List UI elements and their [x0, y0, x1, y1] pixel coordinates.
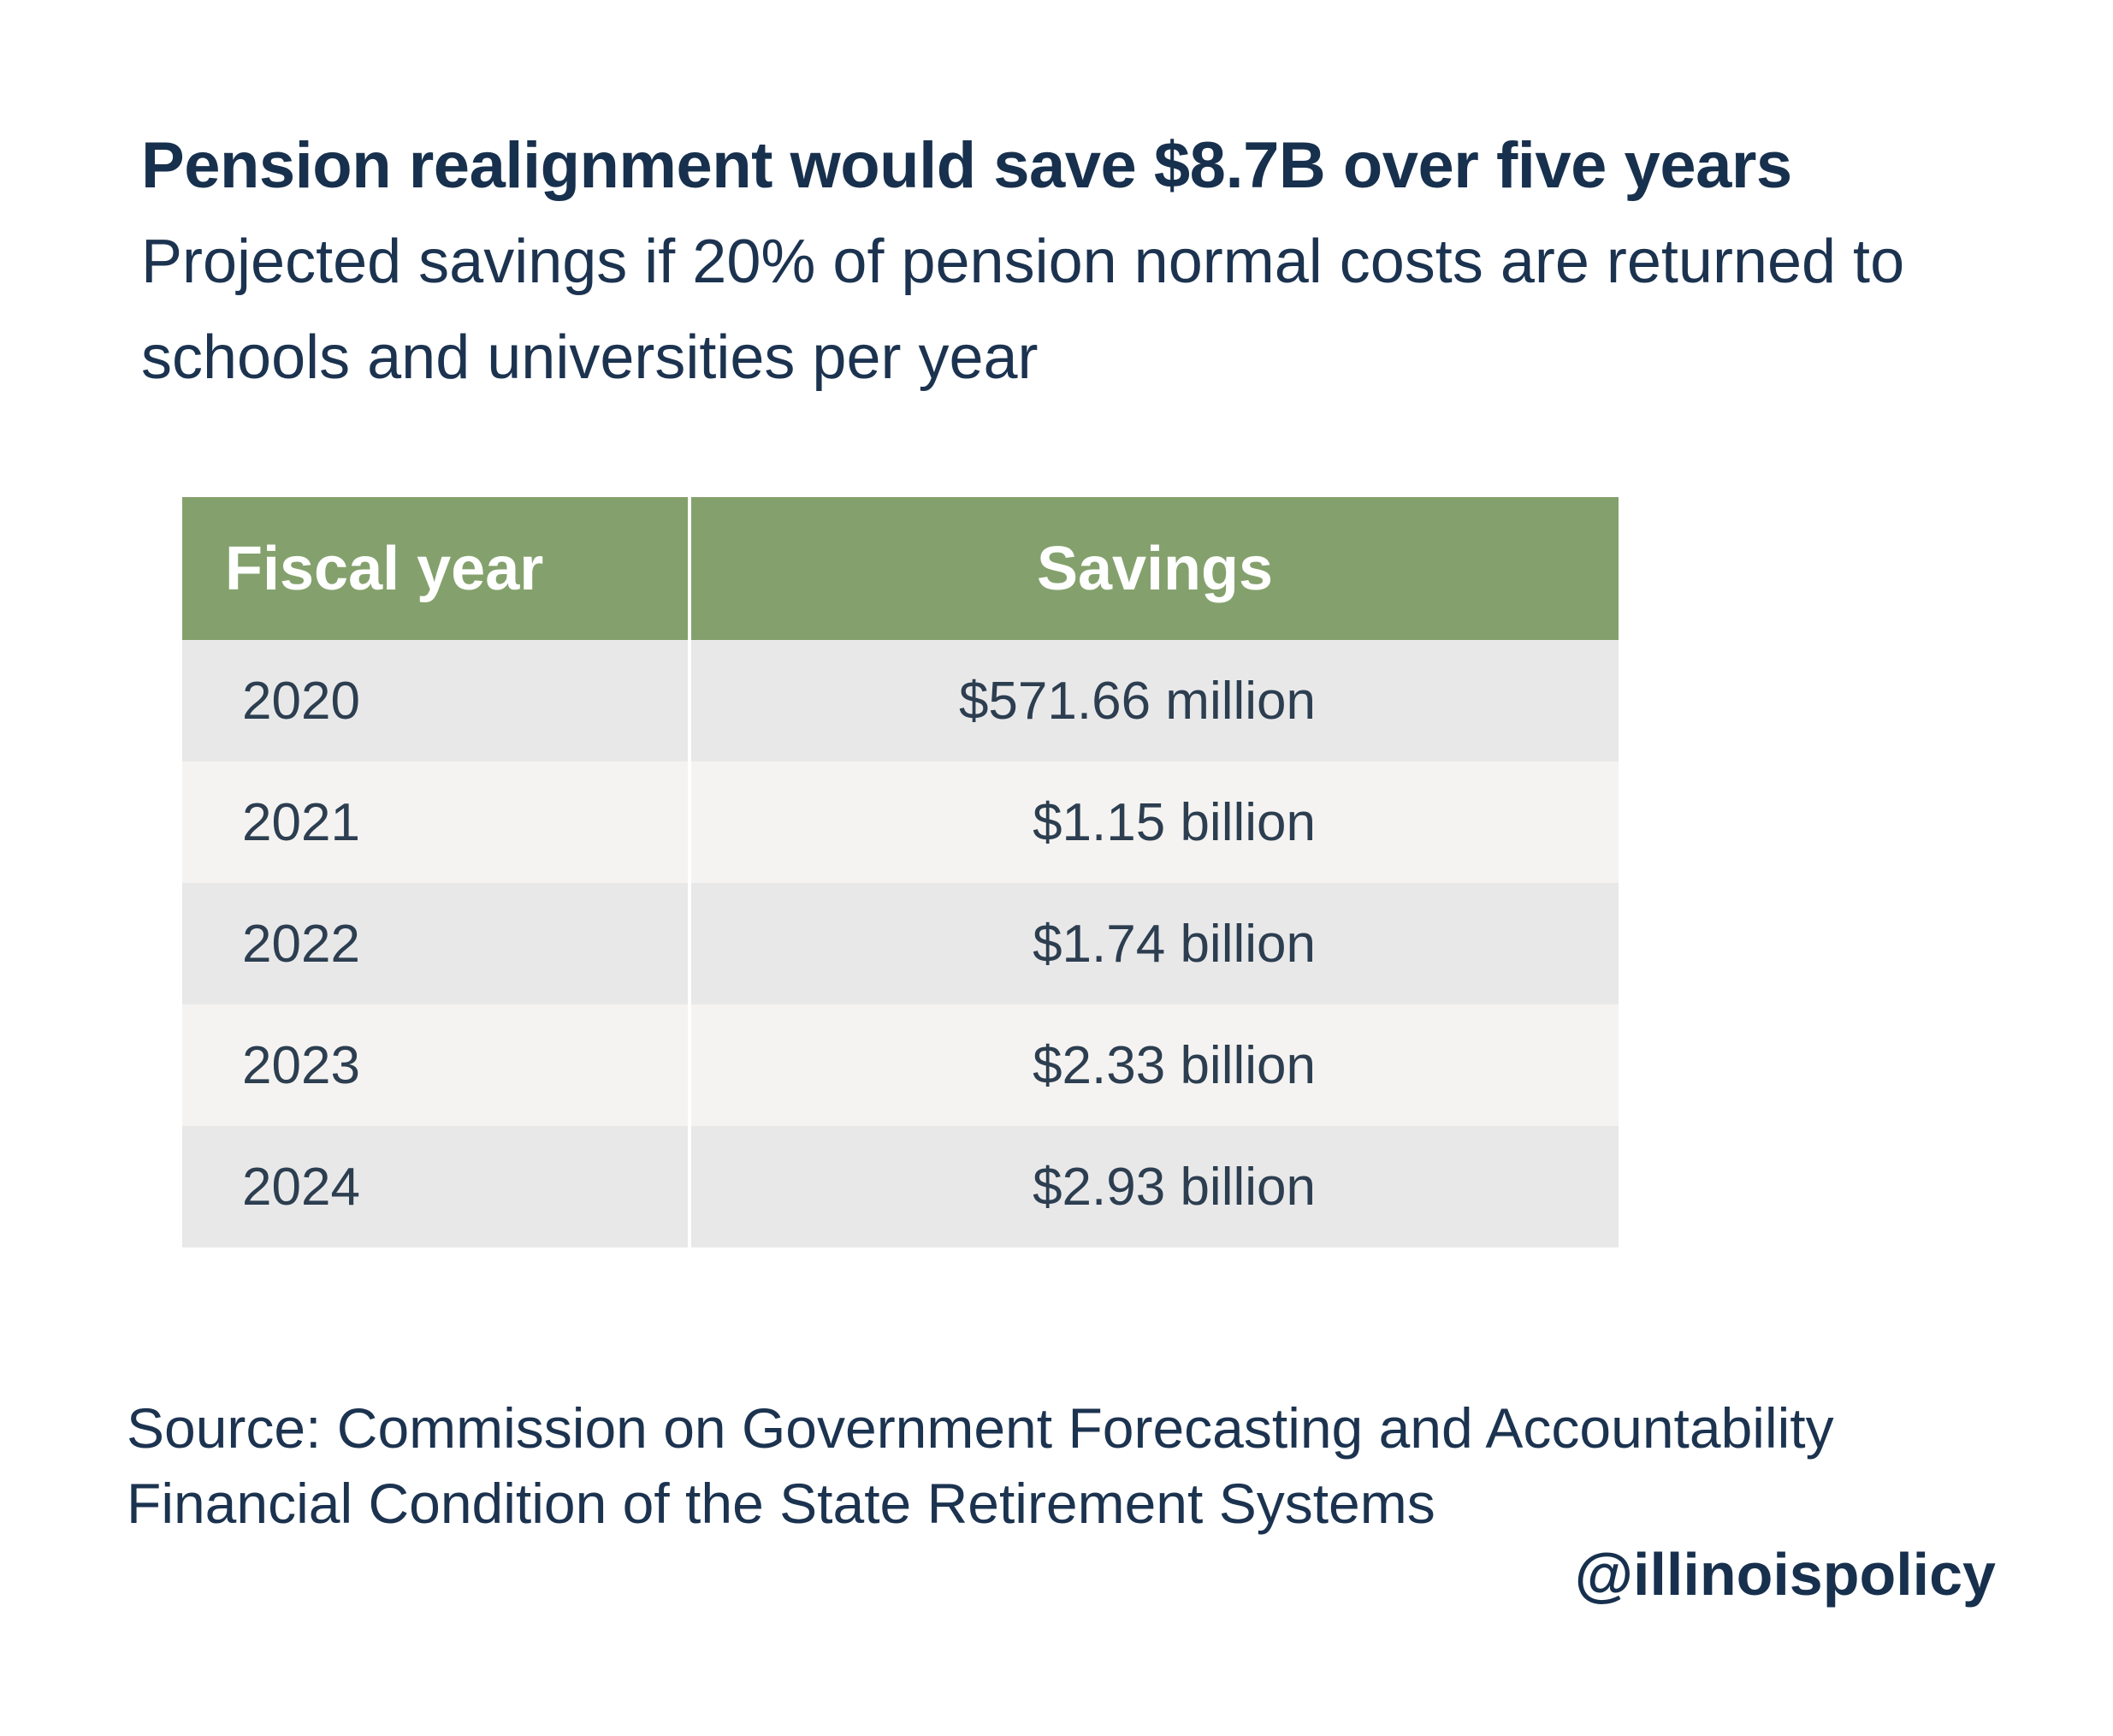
savings-cell: $2.33 billion	[1033, 1035, 1316, 1095]
table-row: 2022 $1.74 billion	[182, 883, 1619, 1004]
table-row: 2023 $2.33 billion	[182, 1004, 1619, 1126]
column-header-fiscal-year: Fiscal year	[182, 497, 691, 640]
table-body: 2020 $571.66 million 2021 $1.15 billion …	[182, 640, 1619, 1247]
source-note: Source: Commission on Government Forecas…	[127, 1390, 1834, 1541]
source-line-1: Source: Commission on Government Forecas…	[127, 1396, 1834, 1460]
savings-cell: $2.93 billion	[1033, 1157, 1316, 1217]
savings-cell: $571.66 million	[958, 671, 1316, 731]
year-cell: 2022	[182, 883, 691, 1004]
source-line-2: Financial Condition of the State Retirem…	[127, 1472, 1435, 1535]
column-header-savings: Savings	[1036, 534, 1274, 603]
table-row: 2020 $571.66 million	[182, 640, 1619, 761]
savings-cell: $1.74 billion	[1033, 914, 1316, 974]
year-cell: 2021	[182, 761, 691, 883]
table-row: 2024 $2.93 billion	[182, 1126, 1619, 1247]
page-subtitle: Projected savings if 20% of pension norm…	[141, 228, 1905, 392]
year-cell: 2020	[182, 640, 691, 761]
year-cell: 2024	[182, 1126, 691, 1247]
savings-cell: $1.15 billion	[1033, 792, 1316, 852]
social-handle: @illinoispolicy	[1574, 1541, 1996, 1608]
table-row: 2021 $1.15 billion	[182, 761, 1619, 883]
page-title: Pension realignment would save $8.7B ove…	[141, 129, 1792, 202]
savings-table: Fiscal year Savings 2020 $571.66 million…	[182, 497, 1619, 1247]
table-header-row: Fiscal year Savings	[182, 497, 1619, 640]
year-cell: 2023	[182, 1004, 691, 1126]
